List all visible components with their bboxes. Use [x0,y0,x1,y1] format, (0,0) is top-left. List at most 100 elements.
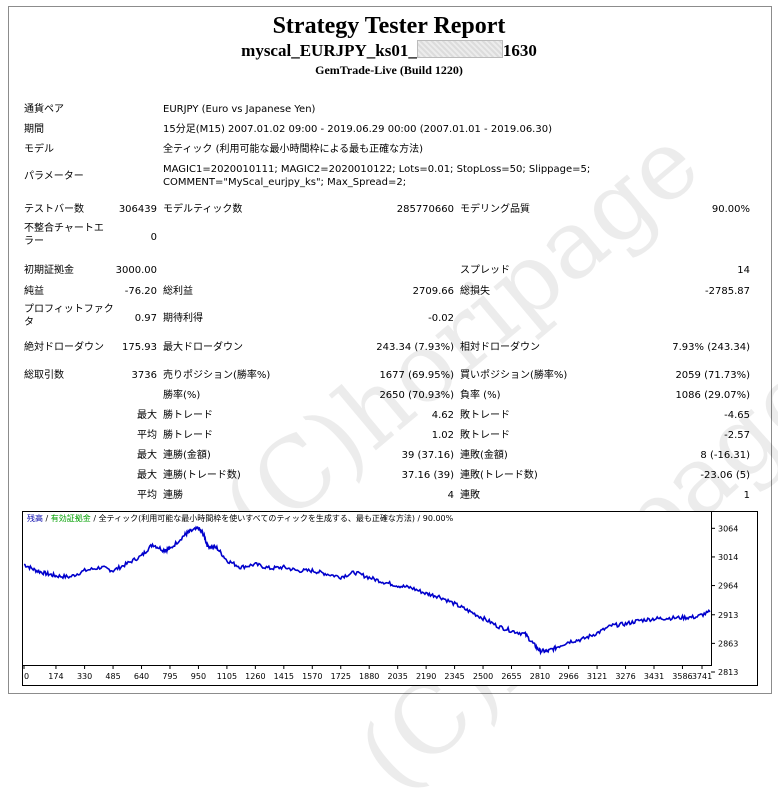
gross-loss-value: -2785.87 [705,286,750,297]
short-positions-label: 売りポジション(勝率%) [163,370,271,381]
x-tick-label-19: 2966 [558,672,578,681]
x-tick-label-7: 1105 [217,672,237,681]
rel-drawdown-value: 7.93% (243.34) [672,342,750,353]
legend-equity: 有効証拠金 [51,513,91,523]
symbol-label: 通貨ペア [24,104,64,115]
x-tick-label-23: 3586 [672,672,692,681]
expected-payoff-label: 期待利得 [163,313,203,324]
max-qualifier-2: 最大 [137,450,157,461]
x-tick-label-22: 3431 [644,672,664,681]
spread-label: スプレッド [460,265,510,276]
abs-drawdown-value: 175.93 [122,342,157,353]
bars-label: テストバー数 [24,204,84,215]
win-pct-value: 2650 (70.93%) [379,390,454,401]
long-positions-label: 買いポジション(勝率%) [460,370,568,381]
period-label: 期間 [24,124,44,135]
avg-qualifier-2: 平均 [137,490,157,501]
max-cons-losses-cnt-value: -23.06 (5) [700,470,750,481]
y-tick-label-1: 3014 [718,553,738,562]
avg-loss-trade-value: -2.57 [724,430,750,441]
avg-qualifier-1: 平均 [137,430,157,441]
x-tick-label-5: 795 [162,672,177,681]
subtitle-suffix: 1630 [502,41,537,60]
redacted-block [416,40,503,58]
y-tick-label-5: 2813 [718,668,738,677]
avg-loss-trade-label: 敗トレード [460,430,510,441]
abs-drawdown-label: 絶対ドローダウン [24,342,104,353]
x-tick-label-11: 1725 [331,672,351,681]
max-win-trade-value: 4.62 [431,410,454,421]
bars-value: 306439 [118,204,157,215]
avg-cons-wins-label: 連勝 [163,490,183,501]
x-tick-label-13: 2035 [387,672,407,681]
y-tick-label-0: 3064 [718,524,738,533]
x-tick-label-9: 1415 [274,672,294,681]
max-win-trade-label: 勝トレード [163,410,213,421]
spread-value: 14 [737,265,750,276]
plot-area [23,512,711,665]
legend-balance: 残高 [27,513,43,523]
report-frame [8,6,772,694]
max-cons-wins-amt-value: 39 (37.16) [401,450,454,461]
model-label: モデル [24,144,54,155]
max-cons-losses-cnt-label: 連敗(トレード数) [460,470,538,481]
profit-factor-value: 0.97 [134,313,157,324]
x-tick-label-0: 0 [24,672,29,681]
avg-cons-losses-label: 連敗 [460,490,480,501]
x-tick-label-17: 2655 [501,672,521,681]
win-pct-label: 勝率(%) [163,390,201,401]
y-tick-label-4: 2863 [718,639,738,648]
max-cons-wins-cnt-label: 連勝(トレード数) [163,470,241,481]
max-qualifier-3: 最大 [137,470,157,481]
x-tick-label-12: 1880 [359,672,379,681]
max-loss-trade-value: -4.65 [724,410,750,421]
quality-value: 90.00% [711,204,750,215]
max-cons-wins-cnt-value: 37.16 (39) [401,470,454,481]
max-cons-losses-amt-value: 8 (-16.31) [700,450,750,461]
max-drawdown-label: 最大ドローダウン [163,342,243,353]
model-value: 全ティック (利用可能な最小時間枠による最も正確な方法) [163,144,424,155]
x-tick-label-14: 2190 [416,672,436,681]
x-tick-label-2: 330 [77,672,92,681]
balance-line [23,525,711,656]
x-tick-label-1: 174 [48,672,63,681]
report-subtitle: myscal_EURJPY_ks01_ 1630 [0,40,778,62]
x-tick-label-16: 2500 [473,672,493,681]
x-tick-label-4: 640 [134,672,149,681]
total-trades-label: 総取引数 [24,370,64,381]
params-value: MAGIC1=2020010111; MAGIC2=2020010122; Lo… [163,164,591,188]
ticks-value: 285770660 [396,204,454,215]
deposit-label: 初期証拠金 [24,265,74,276]
ticks-label: モデルティック数 [163,204,243,215]
x-tick-label-6: 950 [191,672,206,681]
x-tick-label-21: 3276 [615,672,635,681]
profit-factor-label: プロフィットファクタ [24,304,114,328]
y-tick-labels: 3064 3014 2964 2913 2863 2813 [711,524,738,677]
avg-cons-wins-value: 4 [447,490,454,501]
total-trades-value: 3736 [131,370,157,381]
long-positions-value: 2059 (71.73%) [675,370,750,381]
max-cons-wins-amt-label: 連勝(金額) [163,450,211,461]
loss-pct-label: 負率 (%) [460,390,501,401]
x-tick-label-3: 485 [105,672,120,681]
subtitle-prefix: myscal_EURJPY_ks01_ [241,41,417,60]
x-tick-label-20: 3121 [587,672,607,681]
x-tick-label-15: 2345 [444,672,464,681]
x-tick-label-8: 1260 [245,672,265,681]
quality-label: モデリング品質 [460,204,530,215]
loss-pct-value: 1086 (29.07%) [675,390,750,401]
avg-win-trade-value: 1.02 [431,430,454,441]
series-group [23,525,711,656]
net-value: -76.20 [124,286,157,297]
short-positions-value: 1677 (69.95%) [379,370,454,381]
net-label: 純益 [24,286,44,297]
avg-win-trade-label: 勝トレード [163,430,213,441]
mismatch-value: 0 [150,232,157,243]
report-build: GemTrade-Live (Build 1220) [315,63,463,77]
max-cons-losses-amt-label: 連敗(金額) [460,450,508,461]
balance-chart-svg: 残高 / 有効証拠金 / 全ティック(利用可能な最小時間枠を使いすべてのティック… [22,511,758,686]
expected-payoff-value: -0.02 [428,313,454,324]
balance-chart: 残高 / 有効証拠金 / 全ティック(利用可能な最小時間枠を使いすべてのティック… [22,511,758,686]
gross-loss-label: 総損失 [460,286,490,297]
legend-sep: / [43,514,51,523]
